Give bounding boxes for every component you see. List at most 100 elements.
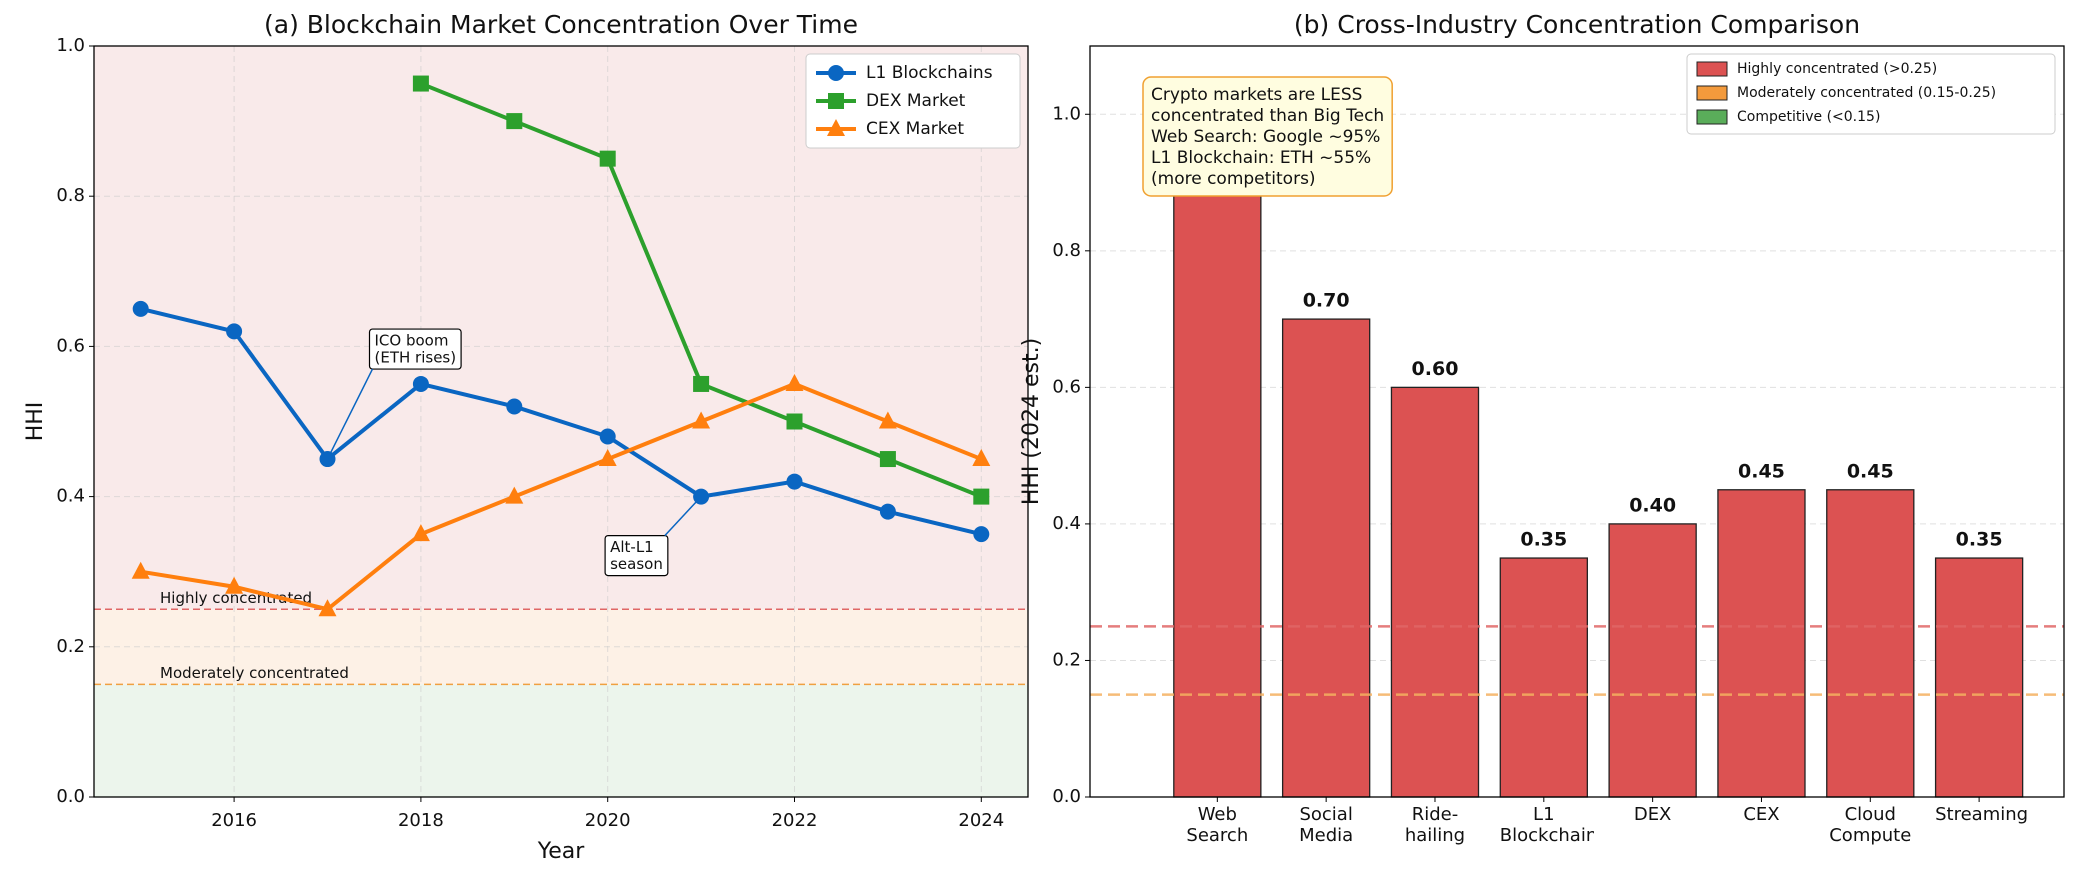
y-tick-label: 0.4 — [1052, 513, 1081, 534]
value-label: 0.60 — [1412, 358, 1459, 380]
series-line — [140, 306, 982, 537]
x-tick-label: L1 Blockchain — [1499, 805, 1594, 846]
legend-label: Moderately concentrated (0.15-0.25) — [1737, 85, 1996, 101]
value-label: 0.45 — [1738, 460, 1785, 482]
legend-marker — [827, 119, 845, 136]
series-line — [140, 381, 983, 612]
y-tick-label: 0.2 — [56, 636, 85, 657]
marker — [878, 411, 897, 429]
annotation-text: Crypto markets are LESS — [1151, 85, 1362, 105]
title: (a) Blockchain Market Concentration Over… — [264, 10, 858, 39]
annotation-text: ICO boom — [375, 332, 449, 350]
bar — [1717, 489, 1806, 798]
value-label: 0.40 — [1629, 494, 1676, 516]
marker — [225, 576, 244, 594]
legend-label: DEX Market — [866, 91, 966, 111]
annotation-text: Alt-L1 — [610, 538, 654, 556]
value-label: 0.70 — [1303, 290, 1350, 312]
legend-label: CEX Market — [866, 119, 964, 139]
marker — [132, 300, 149, 317]
marker — [786, 413, 803, 430]
y-tick-label: 0.0 — [56, 786, 85, 807]
marker — [506, 113, 523, 130]
legend-label: Highly concentrated (>0.25) — [1737, 61, 1937, 77]
legend-swatch — [1696, 61, 1728, 77]
legend-swatch — [1696, 109, 1728, 125]
y-tick-label: 0.6 — [56, 335, 85, 356]
y-tick-label: 0.2 — [1052, 649, 1081, 670]
y-tick-label: 0.0 — [1052, 786, 1081, 807]
annotation-box — [604, 534, 669, 577]
marker — [599, 150, 616, 167]
marker — [506, 398, 523, 415]
marker — [972, 449, 991, 467]
annotation-text: (more competitors) — [1151, 169, 1316, 189]
marker — [318, 599, 337, 617]
marker — [879, 451, 896, 468]
marker — [879, 503, 896, 520]
legend-marker — [828, 65, 844, 81]
legend-box — [1686, 53, 2056, 135]
bar — [1173, 147, 1262, 798]
legend-swatch — [1696, 85, 1728, 101]
x-tick-label-box: Cloud Compute — [1829, 805, 1911, 846]
threshold-label: Highly concentrated — [160, 589, 312, 607]
annotation-text: Web Search: Google ~95% — [1151, 127, 1380, 147]
bar — [1281, 318, 1371, 798]
value-label: 0.45 — [1847, 460, 1894, 482]
title: (b) Cross-Industry Concentration Compari… — [1294, 10, 1860, 39]
marker — [692, 411, 711, 429]
value-label: 0.35 — [1956, 529, 2003, 551]
x-tick-label-box: Web Search — [1186, 805, 1249, 846]
x-tick-label: DEX — [1633, 805, 1672, 825]
x-tick-label: Social Media — [1299, 805, 1354, 846]
annotation-text: concentrated than Big Tech — [1151, 106, 1384, 126]
marker — [226, 323, 243, 340]
marker — [599, 428, 616, 445]
marker — [973, 526, 990, 543]
marker — [973, 488, 990, 505]
y-axis-label: HHI (2024 est.) — [1019, 338, 1044, 505]
bar — [1608, 523, 1697, 798]
annotation-arrow — [664, 496, 702, 537]
x-tick-label-box: Streaming — [1935, 805, 2028, 825]
marker — [412, 375, 429, 392]
annotation-text: L1 Blockchain: ETH ~55% — [1151, 148, 1371, 168]
y-axis-label: HHI — [23, 402, 48, 442]
marker — [412, 75, 429, 92]
x-axis-label: Year — [537, 839, 586, 864]
x-tick-label-box: Ride-hailing — [1404, 805, 1466, 846]
x-tick-label: 2016 — [211, 810, 257, 831]
annotation-text: (ETH rises) — [375, 349, 457, 367]
threshold-label: Moderately concentrated — [160, 664, 349, 682]
marker — [785, 373, 804, 391]
bar — [1826, 489, 1915, 798]
x-tick-label-box: DEX — [1633, 805, 1672, 825]
x-tick-label: Web Search — [1186, 805, 1249, 846]
concentration-band — [94, 684, 1028, 797]
annotation-box — [1142, 76, 1393, 197]
y-tick-label: 1.0 — [56, 35, 85, 56]
bar — [1934, 557, 2024, 798]
x-tick-label-box: CEX — [1743, 805, 1780, 825]
x-tick-label: Ride-hailing — [1404, 805, 1466, 846]
legend-box — [805, 53, 1021, 149]
marker — [598, 449, 617, 467]
bar — [1390, 386, 1480, 798]
bar — [1499, 557, 1588, 798]
y-tick-label: 0.8 — [1052, 240, 1081, 261]
x-tick-label: CEX — [1743, 805, 1780, 825]
legend-marker — [828, 93, 844, 109]
marker — [131, 561, 150, 579]
annotation-text: season — [610, 555, 663, 573]
annotation-box — [368, 328, 462, 370]
y-tick-label: 0.4 — [56, 486, 85, 507]
x-tick-label-box: L1 Blockchain — [1499, 805, 1594, 846]
y-tick-label: 0.8 — [56, 185, 85, 206]
axes-frame — [1089, 45, 2065, 798]
x-tick-label: 2024 — [958, 810, 1004, 831]
marker — [411, 524, 430, 542]
legend-label: Competitive (<0.15) — [1737, 109, 1880, 125]
marker — [505, 486, 524, 504]
